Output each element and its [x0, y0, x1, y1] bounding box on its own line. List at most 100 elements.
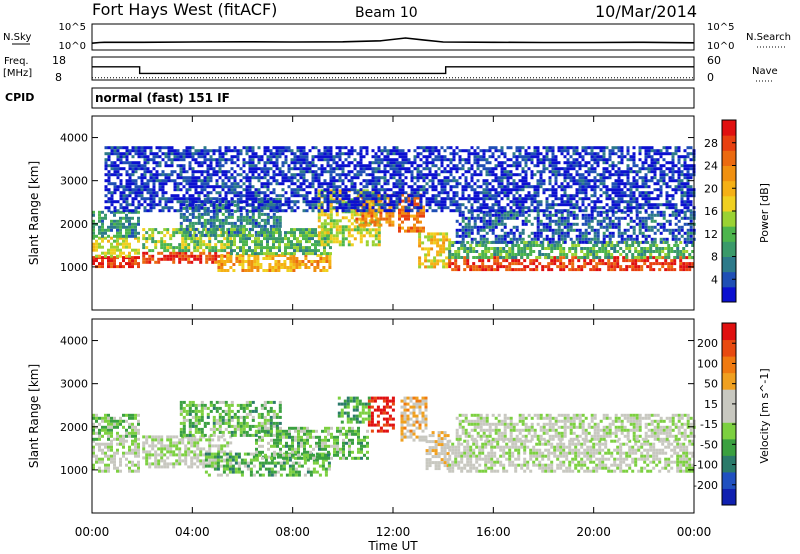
- data-cell: [470, 225, 474, 229]
- data-cell: [691, 250, 695, 253]
- data-cell: [560, 209, 564, 213]
- data-cell: [374, 234, 378, 238]
- data-cell: [383, 194, 387, 198]
- data-cell: [566, 228, 570, 232]
- data-cell: [232, 263, 236, 266]
- data-cell: [269, 224, 273, 228]
- data-cell: [527, 194, 531, 198]
- data-cell: [509, 231, 513, 235]
- data-cell: [499, 253, 503, 256]
- data-cell: [431, 185, 435, 189]
- data-cell: [560, 200, 564, 204]
- data-cell: [557, 225, 561, 229]
- data-cell: [203, 176, 207, 180]
- data-cell: [353, 206, 357, 210]
- data-cell: [563, 194, 567, 198]
- data-cell: [173, 179, 177, 183]
- data-cell: [377, 240, 381, 244]
- data-cell: [158, 197, 162, 201]
- data-cell: [644, 234, 648, 238]
- data-cell: [185, 182, 189, 186]
- data-cell: [278, 215, 282, 219]
- data-cell: [257, 224, 261, 228]
- data-cell: [181, 251, 185, 255]
- data-cell: [119, 194, 123, 198]
- data-cell: [449, 173, 453, 177]
- data-cell: [491, 197, 495, 201]
- data-cell: [205, 231, 209, 235]
- data-cell: [592, 259, 596, 263]
- data-cell: [560, 231, 564, 235]
- data-cell: [302, 161, 306, 165]
- data-cell: [533, 234, 537, 238]
- data-cell: [122, 234, 125, 238]
- data-cell: [158, 188, 162, 192]
- data-cell: [362, 197, 366, 201]
- data-cell: [290, 173, 294, 177]
- data-cell: [197, 161, 201, 165]
- data-cell: [328, 266, 332, 269]
- data-cell: [335, 200, 339, 204]
- data-cell: [610, 244, 614, 247]
- data-cell: [107, 256, 110, 260]
- data-cell: [527, 155, 531, 159]
- data-cell: [463, 250, 467, 253]
- data-cell: [416, 188, 420, 192]
- data-cell: [155, 203, 159, 207]
- data-cell: [179, 221, 183, 225]
- data-cell: [125, 158, 129, 162]
- data-cell: [371, 161, 375, 165]
- data-cell: [608, 234, 612, 238]
- data-cell: [191, 179, 195, 183]
- data-cell: [131, 225, 134, 229]
- data-cell: [142, 246, 146, 250]
- data-cell: [488, 173, 492, 177]
- data-cell: [566, 158, 570, 162]
- data-cell: [481, 244, 485, 247]
- data-cell: [500, 197, 504, 201]
- data-cell: [383, 179, 387, 183]
- nsky-tick-top: 10^5: [59, 22, 86, 33]
- data-cell: [407, 149, 411, 153]
- data-cell: [676, 247, 680, 250]
- data-cell: [278, 221, 282, 225]
- data-cell: [200, 179, 204, 183]
- data-cell: [208, 257, 212, 261]
- data-cell: [440, 179, 444, 183]
- data-cell: [428, 179, 432, 183]
- data-cell: [187, 234, 191, 238]
- data-cell: [595, 253, 599, 256]
- data-cell: [284, 179, 288, 183]
- data-cell: [527, 234, 531, 238]
- data-cell: [299, 161, 303, 165]
- data-cell: [269, 158, 273, 162]
- data-cell: [283, 260, 287, 263]
- data-cell: [433, 235, 437, 239]
- data-cell: [131, 164, 135, 168]
- data-cell: [443, 149, 447, 153]
- data-cell: [440, 191, 444, 195]
- data-cell: [362, 185, 366, 189]
- data-cell: [329, 155, 333, 159]
- data-cell: [212, 188, 216, 192]
- data-cell: [434, 170, 438, 174]
- data-cell: [122, 242, 125, 246]
- data-cell: [422, 205, 425, 209]
- data-cell: [662, 213, 666, 217]
- data-cell: [241, 269, 245, 272]
- data-cell: [182, 212, 186, 216]
- data-cell: [218, 224, 222, 228]
- data-cell: [392, 209, 396, 213]
- data-cell: [281, 194, 285, 198]
- data-cell: [509, 191, 513, 195]
- data-cell: [497, 179, 501, 183]
- data-cell: [545, 203, 549, 207]
- data-cell: [229, 237, 233, 241]
- data-cell: [113, 234, 116, 238]
- data-cell: [221, 182, 225, 186]
- data-cell: [152, 194, 156, 198]
- data-cell: [116, 236, 119, 240]
- data-cell: [233, 149, 237, 153]
- data-cell: [554, 210, 558, 214]
- data-cell: [608, 216, 612, 220]
